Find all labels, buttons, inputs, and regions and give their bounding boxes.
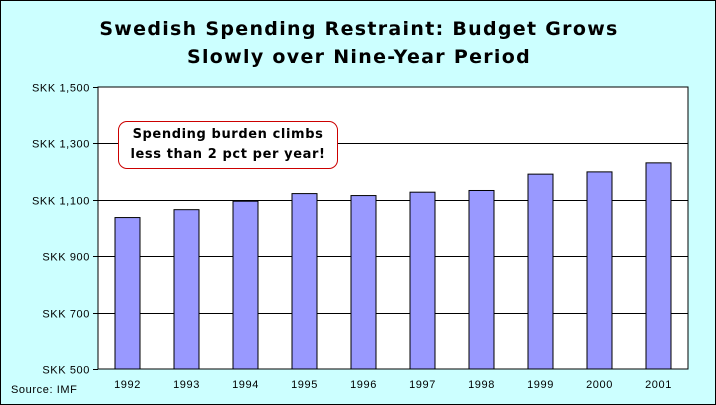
x-tick-label: 1999 (527, 379, 554, 391)
x-tick-label: 1995 (291, 379, 318, 391)
bar (114, 217, 141, 370)
bar (527, 173, 554, 370)
annotation-line-2: less than 2 pct per year! (130, 147, 326, 162)
chart-title-line-1: Swedish Spending Restraint: Budget Grows (99, 18, 619, 40)
x-tick-label: 1998 (468, 379, 495, 391)
bar (291, 193, 318, 370)
annotation-callout: Spending burden climbs less than 2 pct p… (118, 121, 338, 169)
y-tick-label: SKK 1,500 (32, 83, 90, 95)
x-tick-label: 1993 (173, 379, 200, 391)
x-tick-label: 2001 (645, 379, 672, 391)
x-tick-label: 2000 (586, 379, 613, 391)
annotation-line-1: Spending burden climbs (132, 127, 324, 142)
bar (350, 195, 377, 370)
x-tick-label: 1996 (350, 379, 377, 391)
bar (586, 171, 613, 370)
bar (645, 162, 672, 370)
source-note: Source: IMF (11, 384, 78, 396)
y-tick-label: SKK 700 (42, 309, 90, 321)
y-tick-label: SKK 1,300 (32, 139, 90, 151)
x-tick-label: 1994 (232, 379, 259, 391)
chart-title-line-2: Slowly over Nine-Year Period (187, 46, 531, 68)
bar (232, 200, 259, 370)
bar (173, 209, 200, 370)
y-tick-label: SKK 500 (42, 365, 90, 377)
bar (409, 191, 436, 370)
y-tick-label: SKK 900 (42, 252, 90, 264)
chart-title: Swedish Spending Restraint: Budget Grows… (1, 15, 715, 71)
x-tick-label: 1997 (409, 379, 436, 391)
y-tick-label: SKK 1,100 (32, 196, 90, 208)
bar (468, 189, 495, 370)
x-tick-label: 1992 (114, 379, 141, 391)
